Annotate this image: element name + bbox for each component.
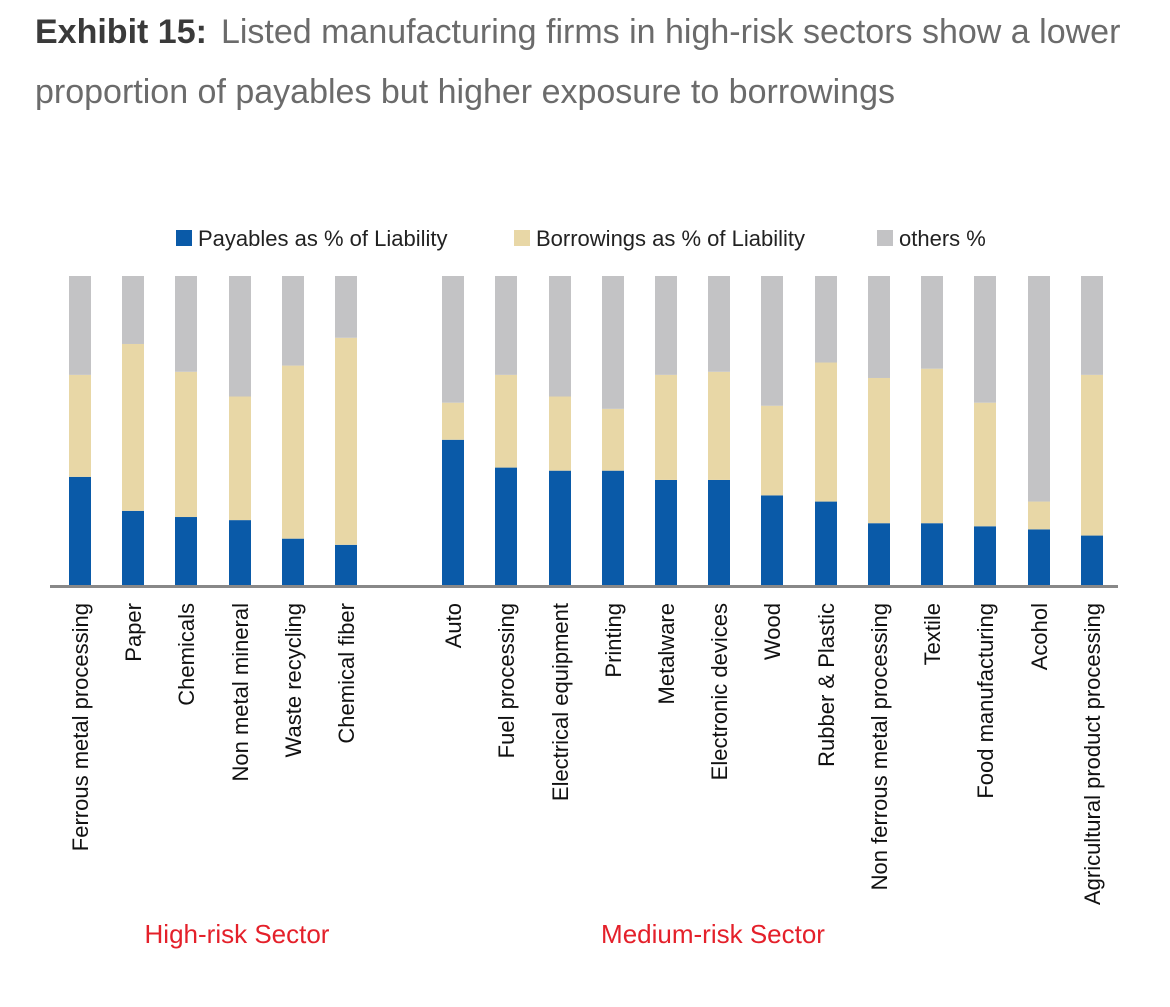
bar-others-chemical-fiber [335, 276, 357, 338]
x-tick-label-electrical-equipment: Electrical equipment [548, 603, 573, 801]
category-labels: Ferrous metal processing Paper Chemicals No… [68, 603, 1105, 905]
bar-others-electrical-equipment [549, 276, 571, 397]
bar-borrowings-acohol [1028, 501, 1050, 530]
bar-others-acohol [1028, 276, 1050, 502]
x-tick-label-non-ferrous-metal-processing: Non ferrous metal processing [867, 603, 892, 890]
bar-borrowings-waste-recycling [282, 365, 304, 539]
bar-others-paper [122, 276, 144, 344]
bar-borrowings-food-manufacturing [974, 402, 996, 527]
bar-borrowings-ferrous-metal-processing [69, 374, 91, 477]
bar-borrowings-paper [122, 343, 144, 511]
legend-swatch-others [877, 230, 893, 246]
legend-swatch-payables [176, 230, 192, 246]
x-tick-label-fuel-processing: Fuel processing [494, 603, 519, 758]
x-tick-label-non-metal-mineral: Non metal mineral [228, 603, 253, 782]
bar-borrowings-chemicals [175, 371, 197, 518]
bar-others-electronic-devices [708, 276, 730, 372]
bar-borrowings-electrical-equipment [549, 396, 571, 471]
legend-label-payables: Payables as % of Liability [198, 226, 447, 251]
x-tick-label-wood: Wood [760, 603, 785, 660]
bar-others-printing [602, 276, 624, 409]
bar-borrowings-printing [602, 408, 624, 471]
sector-label-high-risk-sector: High-risk Sector [145, 919, 330, 949]
title-text: Listed manufacturing firms in high-risk … [35, 13, 1121, 111]
bar-payables-auto [442, 439, 464, 585]
bar-payables-ferrous-metal-processing [69, 476, 91, 585]
bar-payables-chemical-fiber [335, 544, 357, 585]
chart-title: Exhibit 15: Listed manufacturing firms in… [35, 2, 1145, 122]
bar-others-chemicals [175, 276, 197, 372]
x-tick-label-waste-recycling: Waste recycling [281, 603, 306, 757]
x-tick-label-metalware: Metalware [654, 603, 679, 704]
bar-payables-food-manufacturing [974, 526, 996, 585]
bar-others-ferrous-metal-processing [69, 276, 91, 375]
bar-others-metalware [655, 276, 677, 375]
bar-others-auto [442, 276, 464, 403]
bar-payables-electronic-devices [708, 479, 730, 585]
bar-payables-wood [761, 495, 783, 585]
x-tick-label-food-manufacturing: Food manufacturing [973, 603, 998, 799]
bar-others-food-manufacturing [974, 276, 996, 403]
bar-others-wood [761, 276, 783, 406]
x-tick-label-electronic-devices: Electronic devices [707, 603, 732, 780]
sector-labels: High-risk Sector Medium-risk Sector [145, 919, 826, 949]
exhibit-label: Exhibit 15: [35, 13, 207, 51]
bar-others-rubber-plastic [815, 276, 837, 363]
x-tick-label-ferrous-metal-processing: Ferrous metal processing [68, 603, 93, 851]
bar-borrowings-chemical-fiber [335, 337, 357, 545]
legend-swatch-borrowings [514, 230, 530, 246]
bar-payables-electrical-equipment [549, 470, 571, 585]
bar-borrowings-electronic-devices [708, 371, 730, 480]
bar-payables-textile [921, 523, 943, 585]
bar-others-fuel-processing [495, 276, 517, 375]
bar-borrowings-auto [442, 402, 464, 440]
legend-label-others: others % [899, 226, 986, 251]
bar-payables-non-metal-mineral [229, 520, 251, 585]
bar-payables-rubber-plastic [815, 501, 837, 585]
bar-payables-fuel-processing [495, 467, 517, 585]
bar-borrowings-agricultural-product-processing [1081, 374, 1103, 536]
sector-label-medium-risk-sector: Medium-risk Sector [601, 919, 825, 949]
bar-borrowings-wood [761, 405, 783, 496]
x-tick-label-rubber-plastic: Rubber & Plastic [814, 603, 839, 767]
x-tick-label-acohol: Acohol [1027, 603, 1052, 670]
bar-payables-metalware [655, 479, 677, 585]
bar-payables-acohol [1028, 529, 1050, 585]
bar-borrowings-rubber-plastic [815, 362, 837, 502]
x-tick-label-auto: Auto [441, 603, 466, 648]
x-tick-label-chemicals: Chemicals [174, 603, 199, 706]
bars [69, 276, 1103, 585]
bar-others-waste-recycling [282, 276, 304, 366]
bar-payables-printing [602, 470, 624, 585]
bar-others-agricultural-product-processing [1081, 276, 1103, 375]
bar-payables-paper [122, 510, 144, 585]
bar-others-textile [921, 276, 943, 369]
bar-others-non-metal-mineral [229, 276, 251, 397]
x-tick-label-agricultural-product-processing: Agricultural product processing [1080, 603, 1105, 905]
bar-borrowings-non-metal-mineral [229, 396, 251, 521]
x-tick-label-chemical-fiber: Chemical fiber [334, 603, 359, 744]
bar-borrowings-fuel-processing [495, 374, 517, 468]
bar-borrowings-textile [921, 368, 943, 524]
bar-payables-agricultural-product-processing [1081, 535, 1103, 585]
bar-payables-waste-recycling [282, 538, 304, 585]
x-tick-label-textile: Textile [920, 603, 945, 665]
bar-others-non-ferrous-metal-processing [868, 276, 890, 378]
bar-payables-chemicals [175, 517, 197, 585]
bar-borrowings-non-ferrous-metal-processing [868, 377, 890, 524]
bar-borrowings-metalware [655, 374, 677, 480]
legend-label-borrowings: Borrowings as % of Liability [536, 226, 805, 251]
legend: Payables as % of Liability Borrowings as … [176, 226, 986, 251]
x-tick-label-paper: Paper [121, 603, 146, 662]
x-tick-label-printing: Printing [601, 603, 626, 678]
bar-payables-non-ferrous-metal-processing [868, 523, 890, 585]
